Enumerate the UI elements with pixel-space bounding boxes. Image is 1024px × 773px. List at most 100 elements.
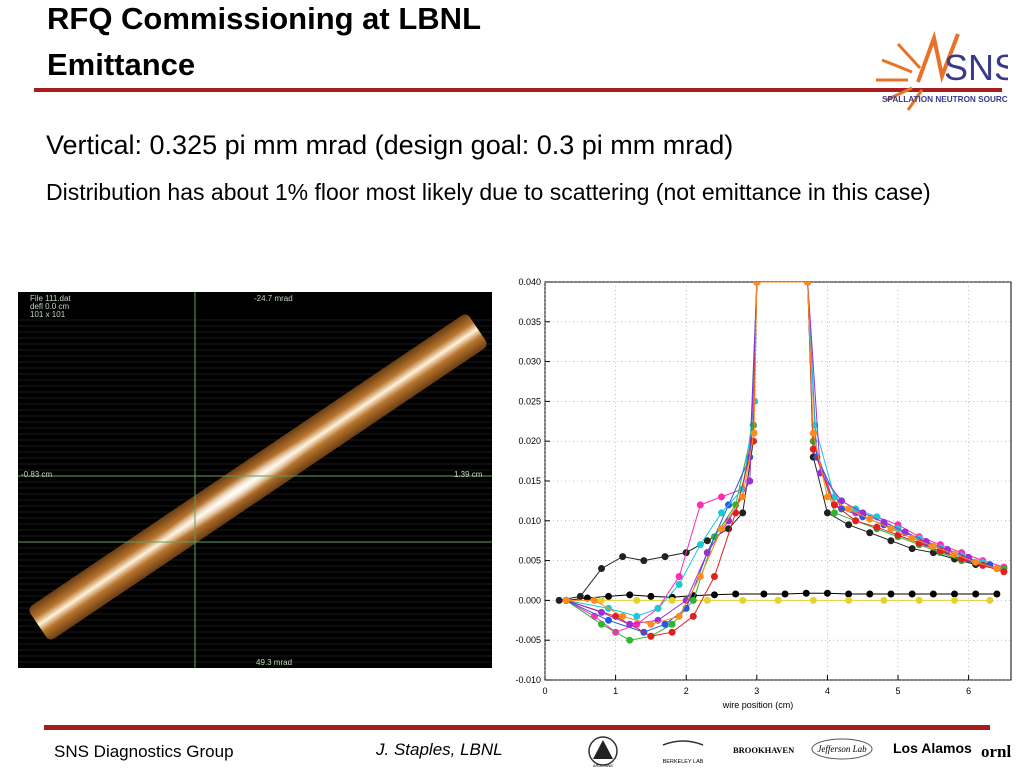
y-tick-label: -0.005 xyxy=(515,635,541,645)
partner-los-alamos: Los Alamos xyxy=(893,740,972,756)
scan-right-label: 1.39 cm xyxy=(454,470,483,479)
data-point xyxy=(774,596,782,604)
partner-logos: ARGONNE BERKELEY LAB BROOKHAVEN Jefferson L… xyxy=(585,733,1024,768)
data-point xyxy=(915,596,923,604)
data-point xyxy=(802,589,810,597)
data-point xyxy=(696,573,704,581)
data-point xyxy=(845,505,853,513)
data-point xyxy=(972,590,980,598)
partner-brookhaven: BROOKHAVEN xyxy=(733,745,795,755)
data-point xyxy=(696,501,704,509)
slide-title-line1: RFQ Commissioning at LBNL xyxy=(47,1,481,36)
data-point xyxy=(633,620,641,628)
data-point xyxy=(750,429,758,437)
data-point xyxy=(1000,568,1008,576)
beam-ellipse xyxy=(29,314,487,640)
data-point xyxy=(830,501,838,509)
series-line-3 xyxy=(565,282,1005,633)
data-point xyxy=(583,594,591,602)
data-point xyxy=(597,608,605,616)
data-point xyxy=(845,590,853,598)
bullet-distribution-floor: Distribution has about 1% floor most lik… xyxy=(46,179,931,205)
data-point xyxy=(908,545,916,553)
y-tick-label: 0.030 xyxy=(518,357,541,367)
data-point xyxy=(626,591,634,599)
data-point xyxy=(647,620,655,628)
data-point xyxy=(972,558,980,566)
argonne-logo-icon xyxy=(593,740,613,759)
data-point xyxy=(597,565,605,573)
y-tick-label: 0.040 xyxy=(518,277,541,287)
data-point xyxy=(830,509,838,517)
data-point xyxy=(597,596,605,604)
y-tick-label: 0.015 xyxy=(518,476,541,486)
data-point xyxy=(654,604,662,612)
data-point xyxy=(986,596,994,604)
sns-logo-text: SNS xyxy=(944,47,1008,88)
data-point xyxy=(675,573,683,581)
data-point xyxy=(809,596,817,604)
series-line-4 xyxy=(565,282,1004,641)
data-point xyxy=(703,537,711,545)
data-point xyxy=(668,628,676,636)
data-point xyxy=(647,592,655,600)
data-point xyxy=(689,612,697,620)
data-point xyxy=(993,565,1001,573)
data-point xyxy=(908,534,916,542)
data-point xyxy=(718,493,726,501)
sns-logo-spark xyxy=(916,30,960,84)
y-tick-label: 0.010 xyxy=(518,516,541,526)
data-point xyxy=(866,590,874,598)
y-tick-label: 0.025 xyxy=(518,396,541,406)
data-point xyxy=(823,493,831,501)
data-point xyxy=(929,542,937,550)
series-line-9 xyxy=(566,282,998,625)
data-point xyxy=(710,591,718,599)
plot-series-group xyxy=(555,282,1008,644)
data-point xyxy=(809,429,817,437)
x-tick-label: 3 xyxy=(754,686,759,696)
data-point xyxy=(929,590,937,598)
data-point xyxy=(732,590,740,598)
data-point xyxy=(597,620,605,628)
x-axis-label: wire position (cm) xyxy=(722,700,794,710)
data-point xyxy=(781,590,789,598)
berkeley-logo-arc xyxy=(662,740,704,746)
footer-divider xyxy=(44,725,990,730)
wire-scan-chart: -0.010 -0.005 0.000 0.005 0.010 0.015 0.020 0.0… xyxy=(505,276,1020,716)
y-tick-label: 0.000 xyxy=(518,595,541,605)
x-tick-label: 6 xyxy=(966,686,971,696)
data-point xyxy=(562,596,570,604)
wire-scan-chart-svg: -0.010 -0.005 0.000 0.005 0.010 0.015 0.020 0.0… xyxy=(515,277,1012,710)
partner-argonne: ARGONNE xyxy=(593,763,614,768)
series-line-2 xyxy=(559,282,997,601)
data-point xyxy=(823,589,831,597)
data-point xyxy=(838,497,846,505)
data-point xyxy=(804,282,812,286)
scan-info-file: File 111.dat xyxy=(30,294,71,303)
x-tick-label: 0 xyxy=(542,686,547,696)
partner-logos-strip: ARGONNE BERKELEY LAB BROOKHAVEN Jefferson L… xyxy=(588,736,1012,768)
data-point xyxy=(590,596,598,604)
x-tick-label: 4 xyxy=(825,686,830,696)
data-point xyxy=(873,523,881,531)
data-point xyxy=(718,509,726,517)
data-point xyxy=(887,537,895,545)
data-point xyxy=(746,477,754,485)
data-point xyxy=(887,590,895,598)
data-point xyxy=(951,596,959,604)
data-point xyxy=(605,592,613,600)
slide-title-line2: Emittance xyxy=(47,47,196,82)
data-point xyxy=(703,596,711,604)
scan-left-label: -0.83 cm xyxy=(21,470,53,479)
scan-bottom-label: 49.3 mrad xyxy=(256,658,293,667)
data-point xyxy=(993,590,1001,598)
data-point xyxy=(689,596,697,604)
data-point xyxy=(661,620,669,628)
sns-logo-graphic: SNS SPALLATION NEUTRON SOURCE xyxy=(876,30,1018,111)
data-point xyxy=(668,596,676,604)
footer-group-name: SNS Diagnostics Group xyxy=(54,742,234,761)
data-point xyxy=(626,620,634,628)
data-point xyxy=(647,632,655,640)
data-point xyxy=(760,590,768,598)
